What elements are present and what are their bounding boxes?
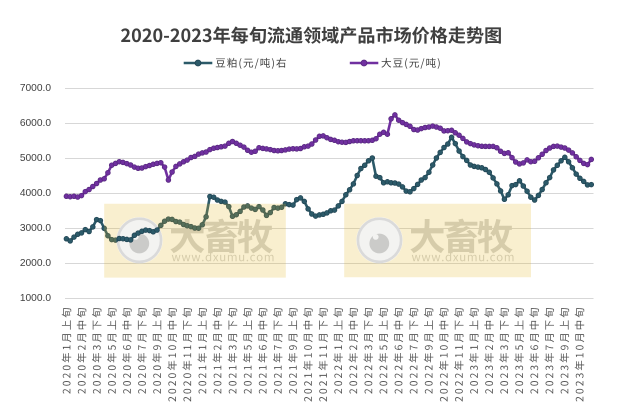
svg-text:5000.0: 5000.0 (20, 153, 51, 164)
svg-text:4000.0: 4000.0 (20, 188, 51, 199)
svg-text:7000.0: 7000.0 (20, 83, 51, 94)
svg-text:2000.0: 2000.0 (20, 258, 51, 269)
svg-text:3000.0: 3000.0 (20, 223, 51, 234)
svg-text:1000.0: 1000.0 (20, 293, 51, 304)
svg-text:6000.0: 6000.0 (20, 118, 51, 129)
